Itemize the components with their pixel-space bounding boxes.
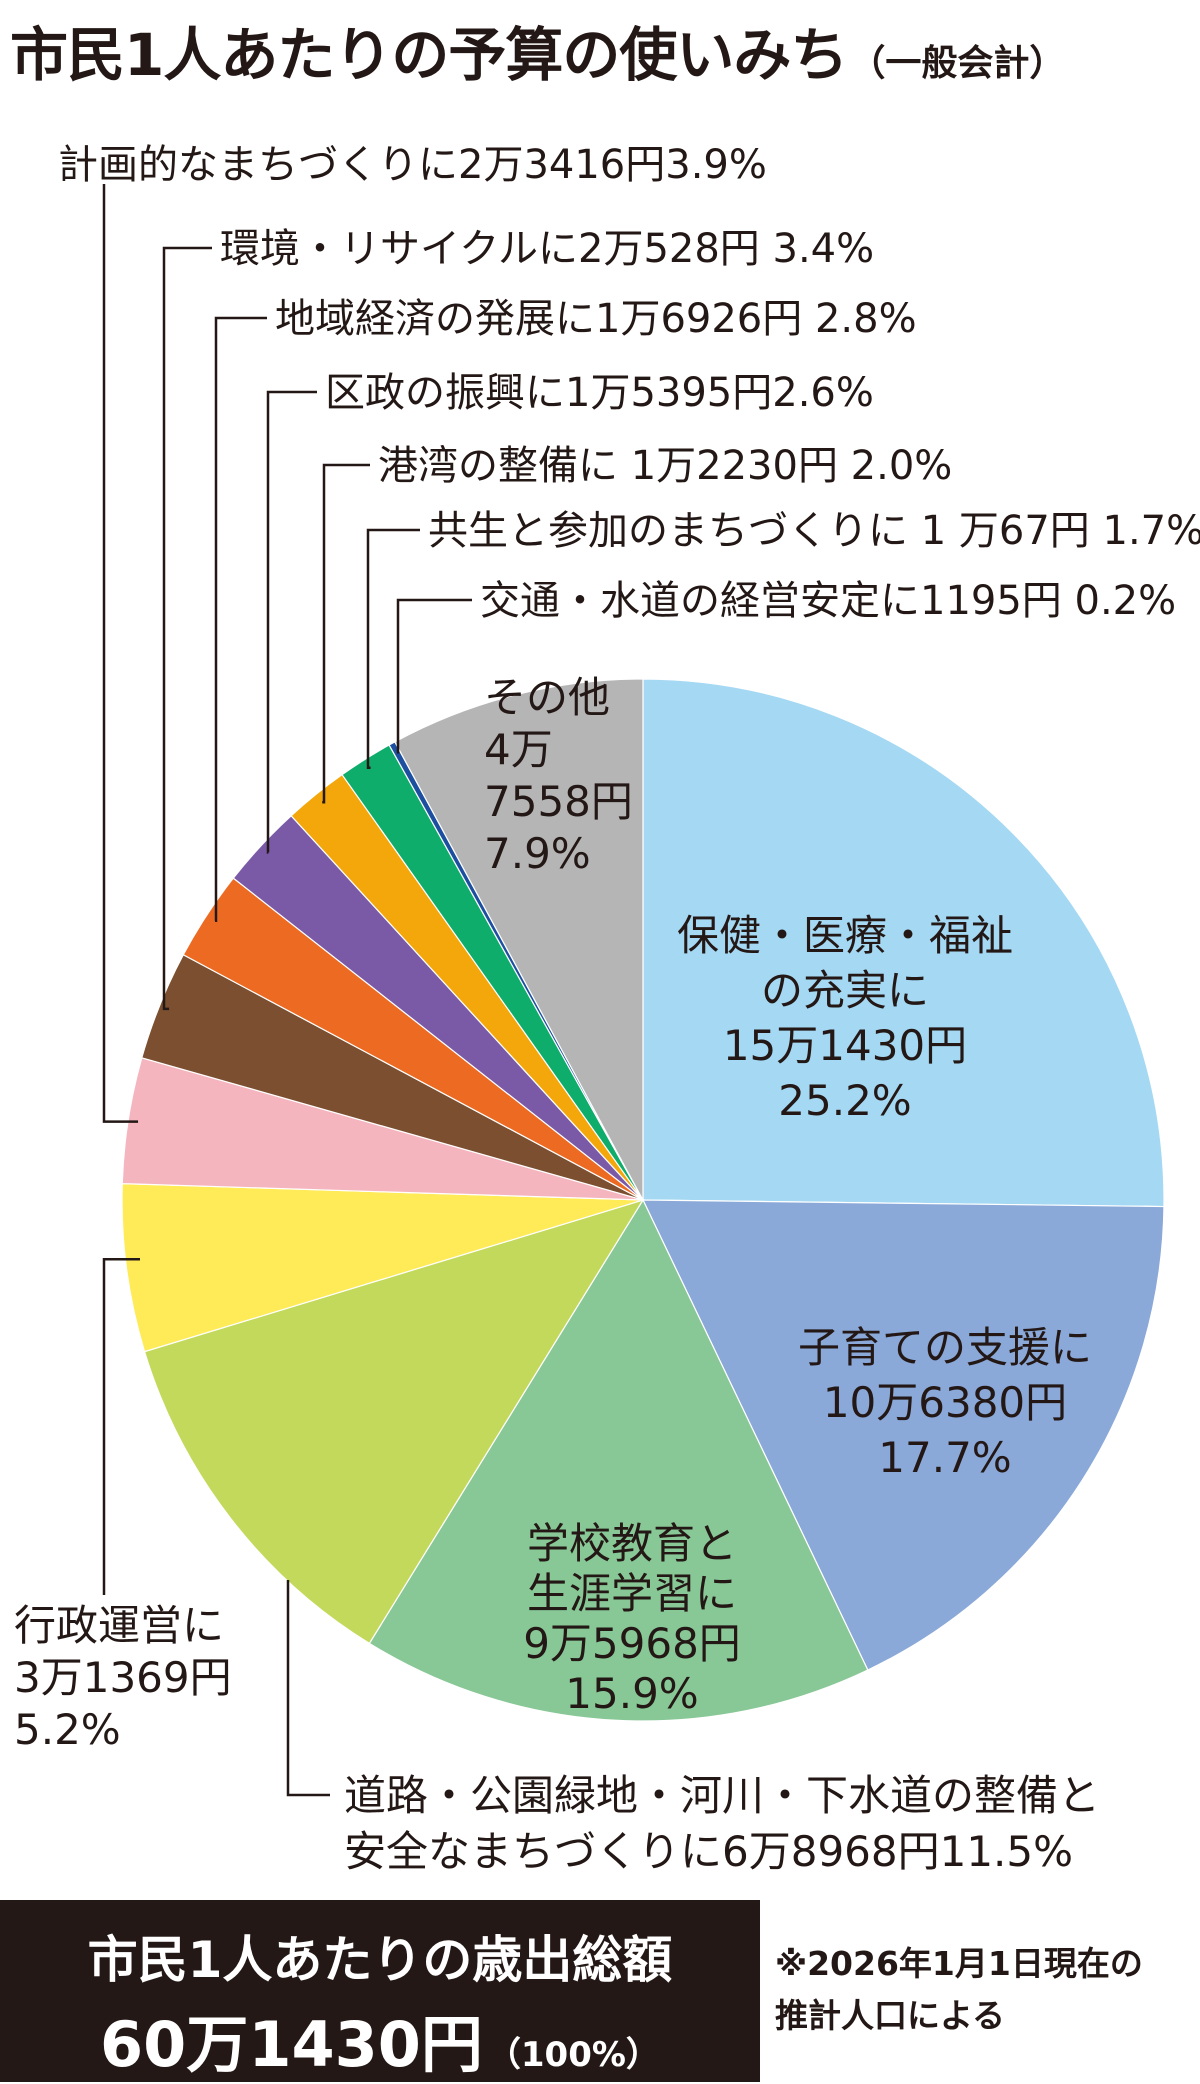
pie-slices bbox=[121, 678, 1165, 1722]
title-main: 市民1人あたりの予算の使いみち bbox=[10, 21, 848, 89]
slice-label-outside: 道路・公園緑地・河川・下水道の整備と bbox=[344, 1771, 1100, 1820]
pie-slice bbox=[143, 1198, 645, 1645]
slice-label-outside: 計画的なまちづくりに2万3416円3.9% bbox=[58, 142, 767, 188]
slice-label-inside: 子育ての支援に bbox=[798, 1323, 1092, 1372]
slice-label-inside: 10万6380円 bbox=[823, 1378, 1067, 1427]
slice-label-outside: 環境・リサイクルに2万528円 3.4% bbox=[220, 226, 874, 272]
slice-label-inside: 25.2% bbox=[778, 1076, 911, 1125]
leader-line bbox=[102, 184, 139, 1123]
slice-label-inside: 生涯学習に bbox=[527, 1569, 737, 1618]
leader-line bbox=[214, 316, 267, 923]
slice-label-inside: の充実に bbox=[761, 966, 929, 1015]
slice-label-inside: その他 bbox=[484, 673, 610, 722]
slice-label-inside: 15万1430円 bbox=[723, 1021, 967, 1070]
slice-label-inside: 保健・医療・福祉 bbox=[677, 911, 1013, 960]
slice-label-inside: 9万5968円 bbox=[523, 1619, 741, 1668]
leader-line bbox=[102, 1257, 140, 1595]
pie-slice bbox=[121, 1183, 644, 1353]
slice-label-outside: 5.2% bbox=[14, 1705, 121, 1754]
slice-label-inside: 15.9% bbox=[565, 1669, 698, 1718]
leader-line bbox=[286, 1580, 330, 1797]
leader-line bbox=[366, 528, 420, 769]
total-value-row: 60万1430円 （100%） bbox=[0, 1994, 760, 2084]
slice-label-inside: 7558円 bbox=[484, 777, 633, 826]
leader-line bbox=[266, 390, 317, 854]
leader-line bbox=[162, 246, 212, 1011]
pie-slice bbox=[642, 678, 1165, 1208]
slice-label-inside: 学校教育と bbox=[527, 1519, 737, 1568]
slice-label-inside: 4万 bbox=[484, 725, 553, 774]
pie-slice bbox=[368, 1198, 869, 1722]
leader-line bbox=[396, 598, 472, 754]
chart-title: 市民1人あたりの予算の使いみち（一般会計） bbox=[10, 8, 1190, 89]
slice-label-inside: 17.7% bbox=[878, 1433, 1011, 1482]
slice-label-outside: 区政の振興に1万5395円2.6% bbox=[325, 370, 874, 416]
slice-label-outside: 安全なまちづくりに6万8968円11.5% bbox=[344, 1827, 1073, 1876]
slice-label-outside: 地域経済の発展に1万6926円 2.8% bbox=[275, 296, 917, 342]
leader-lines bbox=[102, 184, 472, 1797]
slice-label-outside: 港湾の整備に 1万2230円 2.0% bbox=[378, 443, 952, 489]
total-label: 市民1人あたりの歳出総額 bbox=[87, 1931, 673, 1989]
slice-label-outside: 3万1369円 bbox=[14, 1653, 232, 1702]
total-pct: （100%） bbox=[486, 2035, 660, 2075]
pie-slice bbox=[642, 1199, 1165, 1671]
slice-label-inside: 7.9% bbox=[484, 829, 591, 878]
pie-slice bbox=[394, 678, 644, 1201]
slice-label-outside: 共生と参加のまちづくりに 1 万67円 1.7% bbox=[428, 508, 1200, 554]
footnote: ※2026年1月1日現在の 推計人口による bbox=[775, 1944, 1143, 2035]
total-box: 市民1人あたりの歳出総額 60万1430円 （100%） bbox=[0, 1900, 760, 2082]
leader-line bbox=[322, 463, 370, 804]
total-value: 60万1430円 bbox=[100, 2008, 483, 2081]
slice-label-outside: 交通・水道の経営安定に1195円 0.2% bbox=[480, 578, 1176, 624]
title-sub: （一般会計） bbox=[849, 43, 1066, 84]
slice-label-outside: 行政運営に bbox=[14, 1601, 224, 1650]
